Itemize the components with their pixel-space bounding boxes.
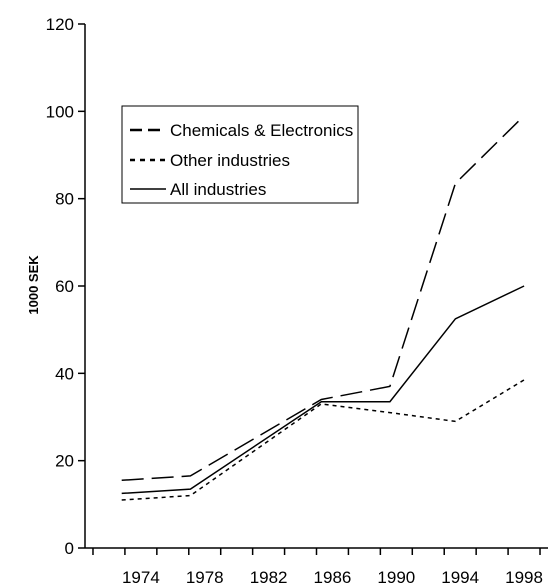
y-axis-title: 1000 SEK — [26, 255, 41, 315]
y-tick-label: 100 — [46, 102, 74, 121]
x-tick-label: 1998 — [505, 568, 543, 587]
legend-box — [121, 105, 359, 204]
y-tick-label: 80 — [55, 190, 74, 209]
legend: Chemicals & Electronics Other industries A… — [121, 105, 359, 204]
x-tick-label: 1986 — [314, 568, 352, 587]
legend-label-2: Other industries — [170, 151, 290, 170]
x-tick-label: 1994 — [441, 568, 479, 587]
legend-label-3: All industries — [170, 180, 266, 199]
x-tick-label: 1978 — [186, 568, 224, 587]
series-line-2 — [121, 379, 525, 501]
y-tick-label: 40 — [55, 364, 74, 383]
x-tick-label: 1990 — [377, 568, 415, 587]
series-line-3 — [121, 285, 525, 495]
x-ticks: 1974 1978 1982 1986 1990 1994 1998 — [92, 548, 543, 587]
y-tick-label: 120 — [46, 15, 74, 34]
axes — [84, 24, 548, 549]
x-tick-label: 1982 — [250, 568, 288, 587]
y-ticks: 0 20 40 60 80 100 120 — [46, 15, 85, 558]
y-tick-label: 20 — [55, 452, 74, 471]
y-tick-label: 60 — [55, 277, 74, 296]
x-tick-label: 1974 — [122, 568, 160, 587]
series-layer — [121, 115, 525, 501]
legend-label-1: Chemicals & Electronics — [170, 121, 353, 140]
series-line-1 — [121, 115, 525, 482]
y-tick-label: 0 — [65, 539, 74, 558]
